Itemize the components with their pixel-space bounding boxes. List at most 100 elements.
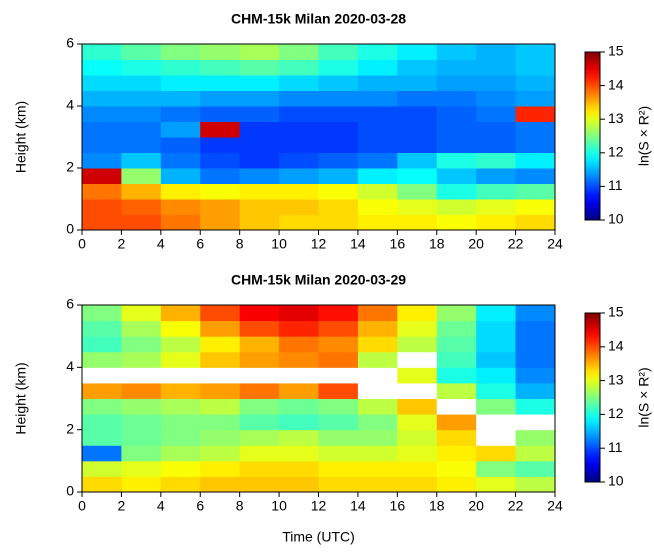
colorbar-tick-label: 12: [608, 144, 624, 160]
heat-cell: [357, 214, 398, 231]
heat-cell: [82, 336, 122, 353]
heat-cell: [397, 152, 438, 169]
heat-cell: [279, 460, 319, 477]
colorbar-tick-label: 13: [608, 110, 624, 126]
heat-cell: [436, 75, 477, 91]
colorbar-label: ln(S × R²): [636, 367, 652, 427]
x-tick-label: 16: [390, 236, 406, 252]
heat-cell: [397, 199, 438, 215]
heat-cell: [397, 305, 438, 322]
heat-cell: [318, 75, 359, 91]
heat-cell: [200, 336, 241, 353]
heat-cell: [121, 59, 162, 76]
heat-cell: [397, 382, 438, 399]
heat-cell: [121, 336, 162, 353]
heat-cell: [476, 460, 517, 477]
y-tick-label: 2: [66, 159, 74, 175]
heat-cell: [200, 351, 241, 368]
heat-cell: [239, 152, 280, 169]
heat-cell: [239, 106, 280, 122]
heat-cell: [239, 90, 280, 107]
y-tick-label: 0: [66, 483, 74, 499]
heat-cell: [121, 476, 162, 493]
heat-cell: [200, 90, 241, 107]
heat-cell: [436, 305, 477, 322]
heat-cell: [397, 367, 438, 384]
heat-cell: [160, 59, 201, 76]
heat-cell: [515, 320, 556, 337]
heat-cell: [239, 336, 280, 353]
heat-cell: [82, 398, 122, 415]
heat-cell: [357, 398, 398, 415]
y-axis-label: Height (km): [13, 362, 29, 434]
heat-cell: [397, 183, 438, 200]
heat-cell: [357, 199, 398, 215]
heat-cell: [515, 382, 556, 399]
heat-cell: [200, 398, 241, 415]
heat-cell: [200, 75, 241, 91]
heat-cell: [436, 476, 477, 493]
heat-cell: [397, 137, 438, 153]
heat-cell: [82, 214, 122, 231]
heat-cell: [239, 320, 280, 337]
heat-cell: [476, 106, 517, 122]
heat-cell: [82, 121, 122, 138]
heat-cell: [436, 382, 477, 399]
x-tick-label: 6: [196, 498, 204, 514]
colorbar-tick-label: 11: [608, 439, 623, 455]
heat-cell: [121, 199, 162, 215]
heat-cell: [436, 214, 477, 231]
x-tick-label: 20: [468, 236, 484, 252]
heat-cell: [318, 59, 359, 76]
heat-cell: [200, 320, 241, 337]
heat-cell: [160, 445, 201, 462]
chart-title: CHM-15k Milan 2020-03-28: [231, 11, 406, 27]
heat-cell: [160, 90, 201, 107]
heat-cell: [357, 414, 398, 431]
heat-cell: [121, 106, 162, 122]
heat-cell: [397, 59, 438, 76]
heat-cell: [357, 367, 398, 384]
heat-cell: [121, 460, 162, 477]
heat-cell: [357, 152, 398, 169]
colorbar-tick-label: 14: [608, 76, 624, 92]
heat-cell: [476, 476, 517, 493]
heat-cell: [279, 121, 319, 138]
heat-cell: [121, 168, 162, 184]
heat-cell: [121, 44, 162, 60]
x-tick-label: 24: [547, 236, 563, 252]
colorbar-tick-label: 11: [608, 177, 623, 193]
heat-cell: [279, 351, 319, 368]
heat-cell: [239, 75, 280, 91]
heat-cell: [200, 445, 241, 462]
heat-cell: [476, 320, 517, 337]
heat-cell: [318, 183, 359, 200]
heat-cell: [515, 351, 556, 368]
heat-cell: [279, 137, 319, 153]
heat-cell: [160, 351, 201, 368]
heat-cell: [239, 445, 280, 462]
heat-cell: [318, 152, 359, 169]
heat-cell: [200, 214, 241, 231]
heat-cell: [515, 152, 556, 169]
heat-cell: [160, 137, 201, 153]
heat-cell: [318, 460, 359, 477]
heat-cell: [200, 367, 241, 384]
heat-cell: [318, 106, 359, 122]
heat-cell: [82, 476, 122, 493]
heat-cell: [515, 460, 556, 477]
heat-cell: [357, 90, 398, 107]
heat-cell: [279, 382, 319, 399]
heat-cell: [436, 351, 477, 368]
x-tick-label: 12: [311, 498, 327, 514]
heat-cell: [279, 320, 319, 337]
heat-cell: [436, 168, 477, 184]
heat-cell: [279, 414, 319, 431]
heat-cell: [476, 90, 517, 107]
heat-cell: [476, 382, 517, 399]
heat-cell: [515, 336, 556, 353]
heat-cell: [357, 106, 398, 122]
heat-cell: [357, 351, 398, 368]
heat-cell: [239, 214, 280, 231]
